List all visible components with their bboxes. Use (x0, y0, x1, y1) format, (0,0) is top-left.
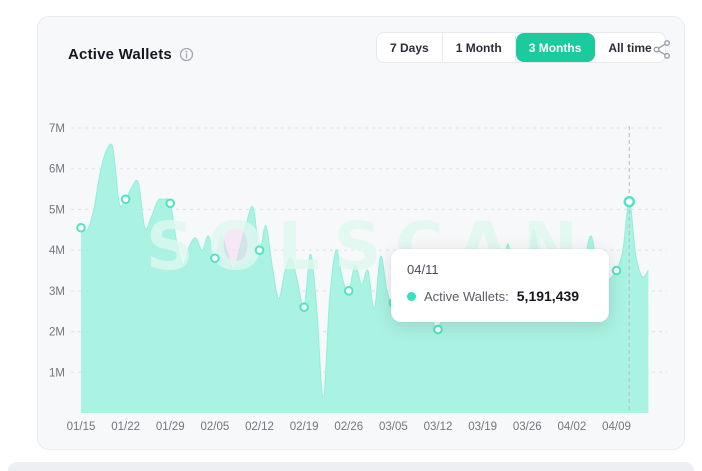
x-tick-label: 02/12 (245, 421, 274, 433)
x-tick-label: 04/09 (602, 421, 631, 433)
hovered-data-point-04/11[interactable] (623, 195, 635, 208)
x-tick-label: 02/19 (290, 421, 319, 433)
next-card-edge (8, 462, 694, 471)
range-button-3-months[interactable]: 3 Months (515, 33, 596, 62)
data-point-marker-02/19[interactable] (299, 302, 309, 312)
y-tick-label: 6M (49, 164, 65, 176)
series-dot-icon (407, 291, 416, 301)
tooltip-date: 04/11 (407, 262, 439, 277)
data-point-marker-04/09[interactable] (611, 265, 622, 276)
data-point-marker-01/29[interactable] (165, 198, 176, 209)
y-tick-label: 3M (49, 286, 65, 298)
tooltip-series-label: Active Wallets: (424, 288, 509, 304)
range-button-7-days[interactable]: 7 Days (377, 33, 443, 62)
info-icon[interactable] (179, 47, 194, 62)
y-tick-label: 1M (49, 367, 65, 379)
x-tick-label: 03/05 (379, 421, 408, 433)
active-wallets-card: 1M 2M 3M 4M 5M 6M 7M SOLSCAN 01/15 01/22 01/29 02/0… (37, 16, 685, 450)
chart-tooltip: 04/11 Active Wallets: 5,191,439 (391, 249, 609, 322)
x-tick-label: 01/22 (111, 421, 140, 433)
share-button[interactable] (650, 38, 674, 62)
share-icon (653, 40, 671, 59)
range-button-all-time[interactable]: All time (595, 33, 664, 62)
data-point-marker-01/15[interactable] (76, 222, 86, 233)
card-header: Active Wallets 7 Days 1 Month 3 Months All … (38, 17, 684, 87)
y-tick-label: 2M (49, 327, 65, 339)
x-tick-label: 03/19 (468, 421, 497, 433)
data-point-marker-01/22[interactable] (120, 194, 131, 205)
data-point-marker-02/05[interactable] (210, 253, 220, 264)
time-range-selector: 7 Days 1 Month 3 Months All time (376, 32, 666, 63)
tooltip-value: 5,191,439 (516, 288, 580, 304)
y-tick-label: 7M (49, 123, 65, 135)
data-point-marker-03/12[interactable] (433, 324, 443, 335)
x-tick-label: 01/29 (156, 421, 185, 433)
x-tick-label: 03/26 (513, 421, 542, 433)
x-tick-label: 02/05 (200, 421, 229, 433)
x-tick-label: 03/12 (424, 421, 453, 433)
area-series-active-wallets (81, 144, 649, 413)
y-tick-label: 4M (49, 245, 65, 257)
x-tick-label: 01/15 (67, 421, 96, 433)
data-point-marker-02/26[interactable] (343, 286, 354, 296)
page-title: Active Wallets (68, 46, 172, 63)
watermark-blob (218, 229, 254, 265)
x-tick-label: 04/02 (557, 421, 586, 433)
x-tick-label: 02/26 (334, 421, 363, 433)
range-button-1-month[interactable]: 1 Month (443, 33, 516, 62)
y-tick-label: 5M (49, 204, 65, 216)
data-point-marker-02/12[interactable] (254, 245, 265, 255)
